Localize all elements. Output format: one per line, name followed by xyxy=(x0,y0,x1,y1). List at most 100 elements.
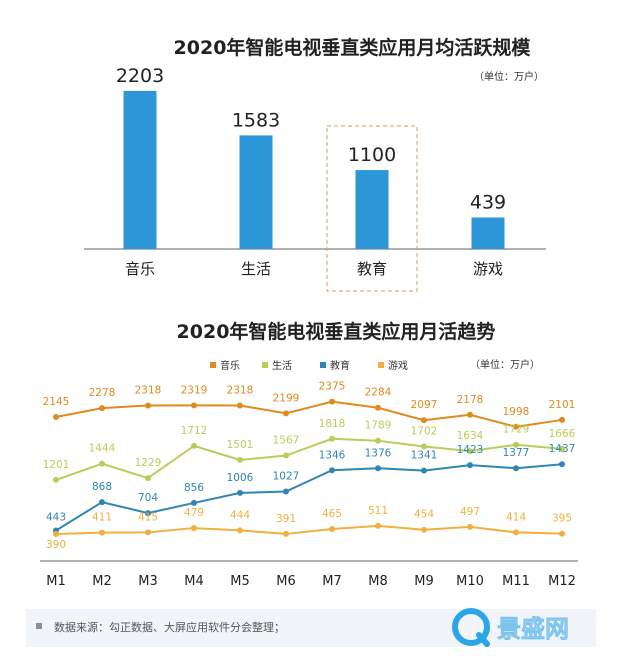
bar-category-label: 音乐 xyxy=(125,260,155,278)
data-point xyxy=(191,525,197,532)
x-tick-label: M7 xyxy=(322,574,342,589)
bar xyxy=(239,135,273,249)
data-label: 868 xyxy=(92,481,112,493)
data-label: 2199 xyxy=(273,392,300,404)
data-point xyxy=(559,530,565,537)
data-point xyxy=(329,398,335,405)
bar xyxy=(355,170,389,249)
data-point xyxy=(421,443,427,450)
q-logo-icon xyxy=(452,608,490,647)
data-label: 415 xyxy=(138,511,158,523)
data-label: 414 xyxy=(506,511,526,523)
bar-chart-title: 2020年智能电视垂直类应用月均活跃规模 xyxy=(174,36,532,59)
data-point xyxy=(191,442,197,449)
bar-value-label: 439 xyxy=(470,191,506,213)
data-label: 1346 xyxy=(319,449,346,461)
x-tick-label: M8 xyxy=(368,574,388,589)
data-label: 1423 xyxy=(457,444,484,456)
data-label: 1341 xyxy=(411,450,438,462)
data-point xyxy=(283,410,289,417)
data-label: 1712 xyxy=(181,425,208,437)
bar-value-label: 1583 xyxy=(232,109,280,131)
data-point xyxy=(375,522,381,529)
data-label: 1634 xyxy=(457,430,484,442)
data-point xyxy=(145,402,151,409)
data-label: 1444 xyxy=(89,443,116,455)
data-label: 479 xyxy=(184,507,204,519)
data-label: 1501 xyxy=(227,439,254,451)
x-tick-label: M9 xyxy=(414,574,434,589)
logo-text: 景盛网 xyxy=(497,615,569,643)
x-tick-label: M12 xyxy=(548,574,576,589)
data-point xyxy=(375,465,381,472)
data-point xyxy=(283,530,289,537)
data-label: 856 xyxy=(184,482,204,494)
bar xyxy=(471,217,505,249)
data-label: 1377 xyxy=(503,447,530,459)
data-point xyxy=(467,462,473,469)
bar xyxy=(123,90,157,250)
data-label: 454 xyxy=(414,509,434,521)
data-point xyxy=(467,411,473,418)
x-tick-label: M2 xyxy=(92,574,112,589)
highlight-box xyxy=(326,125,418,292)
x-tick-label: M10 xyxy=(456,574,484,589)
x-tick-label: M6 xyxy=(276,574,296,589)
x-tick-label: M3 xyxy=(138,574,158,589)
data-label: 1998 xyxy=(503,406,530,418)
legend-swatch xyxy=(210,362,216,368)
data-point xyxy=(375,437,381,444)
data-point xyxy=(99,405,105,412)
data-point xyxy=(237,456,243,463)
data-point xyxy=(467,448,473,455)
data-point xyxy=(559,445,565,452)
data-point xyxy=(513,529,519,536)
data-label: 444 xyxy=(230,509,250,521)
data-label: 2278 xyxy=(89,387,116,399)
data-point xyxy=(559,416,565,423)
data-point xyxy=(237,402,243,409)
data-label: 1229 xyxy=(135,457,162,469)
data-label: 1437 xyxy=(549,443,576,455)
line-chart-unit: （单位：万户） xyxy=(470,358,540,371)
x-tick-label: M1 xyxy=(46,574,66,589)
legend-label: 游戏 xyxy=(388,359,408,372)
data-point xyxy=(283,452,289,459)
data-label: 1729 xyxy=(503,424,530,436)
footer-bullet-icon xyxy=(36,623,42,629)
data-point xyxy=(53,414,59,420)
data-point xyxy=(53,531,59,537)
data-label: 390 xyxy=(46,539,66,551)
data-label: 1789 xyxy=(365,420,392,432)
data-label: 391 xyxy=(276,513,296,525)
legend-label: 音乐 xyxy=(220,359,240,372)
data-label: 411 xyxy=(92,512,112,524)
bar-chart-unit: （单位：万户） xyxy=(474,70,544,83)
data-label: 2318 xyxy=(227,384,254,396)
series-line xyxy=(55,400,563,428)
data-label: 511 xyxy=(368,505,388,517)
legend-label: 生活 xyxy=(272,359,292,372)
data-label: 2097 xyxy=(411,399,438,411)
bar-category-label: 游戏 xyxy=(473,260,503,278)
bar-value-label: 2203 xyxy=(116,65,164,87)
source-footer: 数据来源：勾正数据、大屏应用软件分会整理； xyxy=(26,609,596,647)
data-label: 1376 xyxy=(365,447,392,459)
line-chart: M1 M2 M3 M4 M5 M6 M7 M8 M9 M10 M11 M12 2145 2278 2318 2… xyxy=(40,381,578,589)
line-chart-legend: 音乐 生活 教育 游戏 xyxy=(210,359,408,372)
bar-chart: 2203 音乐 1583 生活 1100 教育 439 游戏 xyxy=(84,65,546,292)
data-label: 2101 xyxy=(549,399,576,411)
legend-label: 教育 xyxy=(330,359,350,372)
data-point xyxy=(421,467,427,474)
data-point xyxy=(237,527,243,534)
data-label: 1567 xyxy=(273,435,300,447)
data-point xyxy=(191,402,197,409)
x-tick-label: M11 xyxy=(502,574,530,589)
data-point xyxy=(513,423,519,430)
legend-swatch xyxy=(320,362,326,368)
data-point xyxy=(513,465,519,472)
data-point xyxy=(421,526,427,533)
data-point xyxy=(237,489,243,496)
data-point xyxy=(513,441,519,448)
